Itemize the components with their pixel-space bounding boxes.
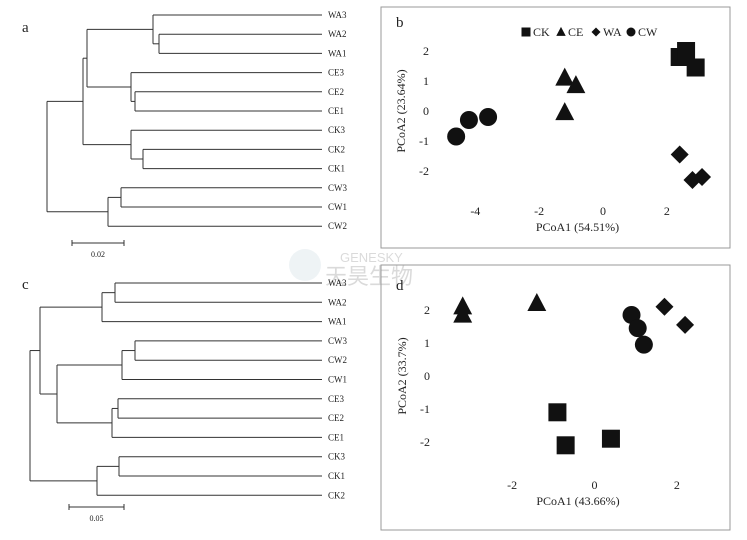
data-point-circle	[626, 27, 636, 37]
data-point-square	[548, 403, 567, 422]
leaf-label: WA1	[328, 48, 347, 58]
data-point-diamond	[670, 145, 689, 164]
leaf-label: CK2	[328, 490, 345, 500]
leaf-label: CE3	[328, 394, 345, 404]
data-point-triangle	[566, 75, 586, 94]
panel-label-a: a	[22, 20, 29, 36]
leaf-label: CK1	[328, 164, 345, 174]
leaf-label: WA3	[328, 278, 347, 288]
y-tick-label: 2	[424, 303, 430, 317]
y-axis-label: PCoA2 (23.64%)	[394, 69, 408, 152]
legend-label: WA	[603, 25, 622, 39]
dendrogram-c: WA3 WA2 WA1 CW3 CW2 CW1 CE3 CE2 CE1 CK3 CK1 CK2 0.05	[29, 278, 347, 523]
pcoa-plot-b: 2 1 0 -1 -2 -4 -2 0 2 PCoA1 (54.51%) PCoA2 (23.64%…	[394, 25, 712, 234]
data-point-triangle	[556, 26, 566, 36]
y-tick-label: -2	[420, 435, 430, 449]
data-point-diamond	[676, 315, 695, 334]
legend-label: CE	[568, 25, 583, 39]
x-tick-label: -2	[534, 204, 544, 218]
data-point-triangle	[555, 102, 575, 121]
y-tick-label: 1	[423, 74, 429, 88]
leaf-label: CE1	[328, 106, 344, 116]
leaf-label: WA1	[328, 317, 347, 327]
leaf-label: CW1	[328, 375, 347, 385]
leaf-label: CE2	[328, 413, 344, 423]
leaf-label: CW2	[328, 355, 347, 365]
y-tick-label: 2	[423, 44, 429, 58]
data-point-square	[677, 42, 696, 60]
data-point-circle	[459, 111, 478, 129]
leaf-label: CK1	[328, 471, 345, 481]
x-axis-label: PCoA1 (54.51%)	[536, 220, 619, 234]
dendrogram-a: WA3 WA2 WA1 CE3 CE2 CE1 CK3 CK2 CK1 CW3 CW1 CW2 0.02	[46, 10, 347, 259]
x-tick-label: 0	[600, 204, 606, 218]
panel-label-b: b	[396, 15, 404, 31]
data-point-square	[601, 429, 620, 448]
data-point-circle	[634, 335, 653, 354]
x-tick-label: 0	[591, 478, 597, 492]
leaf-label: WA2	[328, 29, 347, 39]
y-tick-label: -2	[419, 164, 429, 178]
leaf-label: CK3	[328, 125, 346, 135]
watermark-brand: GENESKY	[340, 250, 403, 265]
x-axis-label: PCoA1 (43.66%)	[536, 494, 619, 508]
scale-bar-label: 0.02	[91, 250, 105, 259]
data-point-triangle	[555, 67, 575, 86]
leaf-label: CW1	[328, 202, 347, 212]
y-tick-label: 1	[424, 336, 430, 350]
data-point-circle	[447, 127, 466, 146]
data-point-circle	[628, 319, 647, 338]
data-point-diamond	[655, 297, 674, 316]
plot-frame-b	[380, 6, 731, 249]
leaf-label: CK3	[328, 452, 346, 462]
leaf-label: WA3	[328, 10, 347, 20]
y-tick-label: -1	[419, 134, 429, 148]
pcoa-plot-d: 2 1 0 -1 -2 -2 0 2 PCoA1 (43.66%) PCoA2 (33.7%)	[395, 293, 695, 508]
legend-label: CK	[533, 25, 550, 39]
leaf-label: CK2	[328, 144, 345, 154]
legend-label: CW	[638, 25, 658, 39]
leaf-label: CW3	[328, 336, 347, 346]
leaf-label: CW3	[328, 183, 347, 193]
data-point-circle	[479, 108, 498, 126]
data-point-square	[521, 27, 531, 37]
y-tick-label: 0	[423, 104, 429, 118]
leaf-label: CE3	[328, 68, 345, 78]
x-tick-label: -4	[470, 204, 480, 218]
y-axis-label: PCoA2 (33.7%)	[395, 337, 409, 414]
data-point-square	[556, 436, 575, 455]
leaf-label: CE2	[328, 87, 344, 97]
watermark-chinese: 天昊生物	[325, 264, 413, 289]
x-tick-label: -2	[507, 478, 517, 492]
panel-label-c: c	[22, 277, 29, 293]
panel-label-d: d	[396, 278, 404, 294]
watermark-logo	[289, 249, 321, 281]
watermark: GENESKY 天昊生物	[289, 249, 413, 289]
leaf-label: WA2	[328, 297, 347, 307]
y-tick-label: -1	[420, 402, 430, 416]
x-tick-label: 2	[674, 478, 680, 492]
scale-bar-label: 0.05	[90, 514, 104, 523]
data-point-triangle	[527, 293, 547, 312]
data-point-diamond	[693, 168, 712, 186]
leaf-label: CW2	[328, 221, 347, 231]
x-tick-label: 2	[664, 204, 670, 218]
plot-frame-d	[380, 264, 731, 531]
y-tick-label: 0	[424, 369, 430, 383]
data-point-square	[686, 58, 705, 77]
leaf-label: CE1	[328, 432, 344, 442]
data-point-diamond	[591, 27, 601, 37]
data-point-triangle	[453, 304, 473, 323]
